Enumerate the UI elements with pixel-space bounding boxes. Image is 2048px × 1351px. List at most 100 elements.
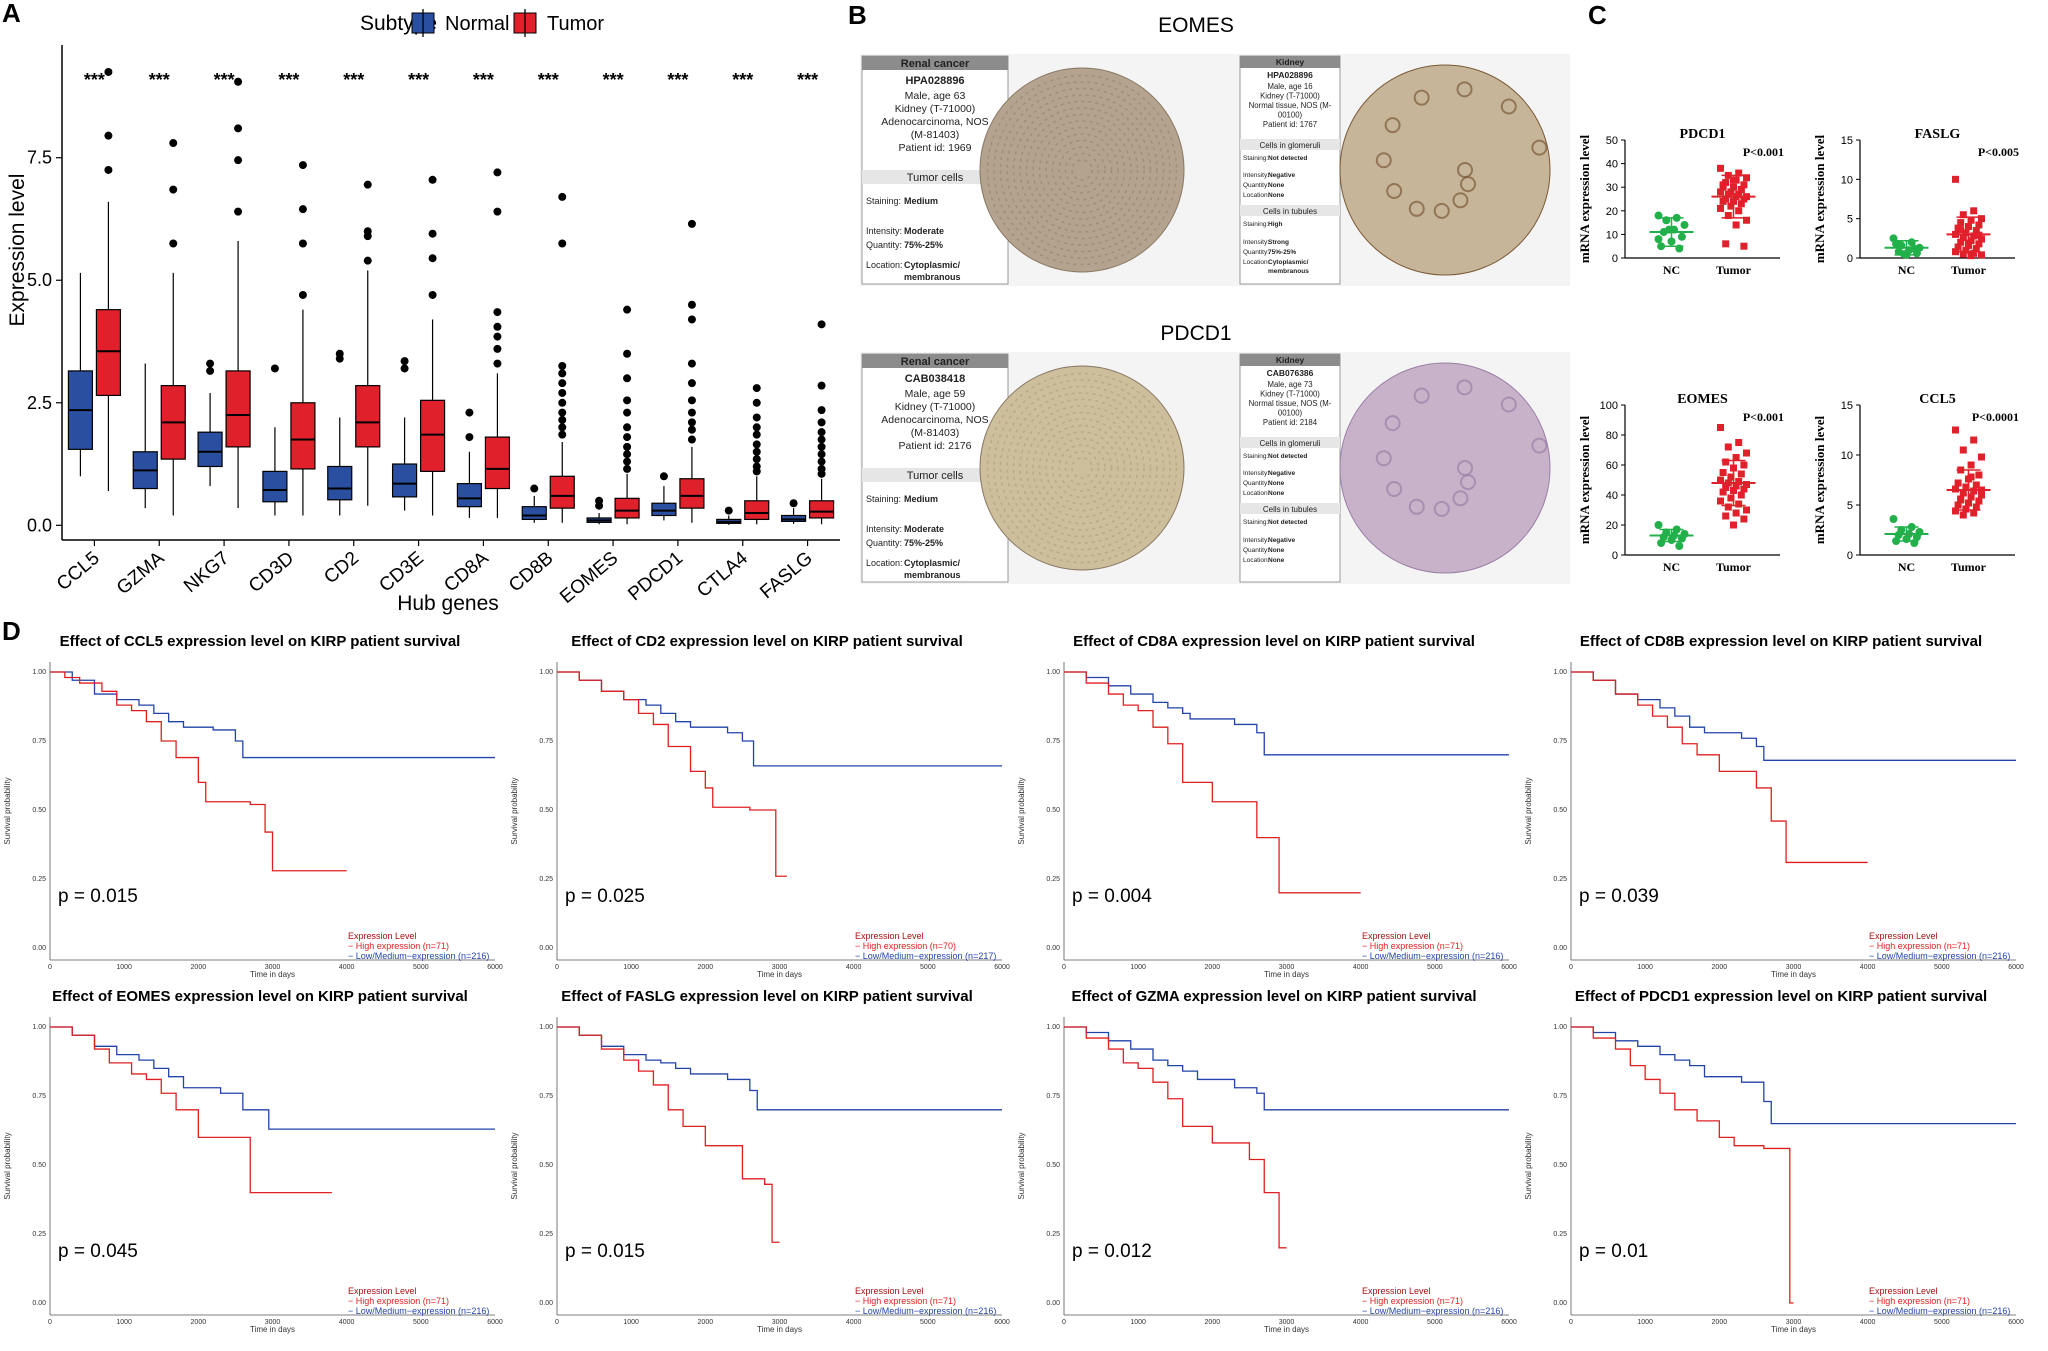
y-tick-label: 40: [1606, 159, 1618, 171]
km-p-value: p = 0.039: [1579, 886, 1659, 907]
glomeruli-row-value: None: [1268, 192, 1285, 199]
y-tick-label: 15: [1841, 400, 1853, 412]
tumor-point: [1975, 497, 1983, 505]
tubules-label: Cells in tubules: [1263, 207, 1317, 216]
km-curve-high: [1064, 671, 1361, 894]
tumor-outlier: [817, 457, 826, 466]
tumor-box: [225, 370, 251, 448]
tumor-point: [1978, 251, 1985, 259]
km-x-tick-label: 2000: [698, 1319, 714, 1326]
tumor-row-value: Cytoplasmic/: [904, 260, 961, 270]
y-tick-label: 7.5: [27, 148, 52, 168]
tubule-structure: [1452, 490, 1469, 507]
km-y-label: Survival probability: [1524, 1132, 1533, 1199]
km-x-tick-label: 4000: [339, 1319, 355, 1326]
tissue-texture: [1006, 392, 1158, 544]
km-y-label: Survival probability: [1017, 1132, 1026, 1199]
tumor-outlier: [234, 124, 243, 133]
km-x-tick-label: 0: [1062, 1319, 1066, 1326]
tumor-outlier: [623, 349, 632, 358]
km-legend-title: Expression Level: [1362, 1286, 1431, 1296]
tubule-structure: [1386, 480, 1403, 497]
km-legend-title: Expression Level: [855, 1286, 924, 1296]
tumor-point: [1970, 207, 1978, 215]
tumor-outlier: [687, 359, 696, 368]
tissue-texture: [993, 81, 1171, 259]
x-tick-label: CD2: [320, 548, 363, 589]
tumor-row-key: Intensity:: [866, 226, 902, 236]
panel-label-a: A: [2, 0, 21, 28]
tumor-point: [1952, 426, 1959, 434]
x-tick-label: CCL5: [53, 548, 104, 595]
nc-point: [1680, 220, 1689, 229]
tumor-outlier: [817, 435, 826, 444]
tissue-texture: [1045, 431, 1119, 505]
tumor-outlier: [817, 406, 826, 415]
tumor-point: [1735, 439, 1743, 446]
tubules-row-value: None: [1268, 557, 1285, 564]
km-x-tick-label: 4000: [846, 964, 862, 971]
tumor-outlier: [558, 398, 567, 407]
gene-group-cd2: *** CD2: [320, 70, 381, 589]
km-curve-high: [557, 671, 787, 877]
tumor-row-value: Moderate: [904, 226, 944, 236]
km-y-tick-label: 0.75: [1046, 738, 1060, 745]
tubule-structure: [1384, 415, 1401, 432]
normal-info-header: [1240, 56, 1340, 68]
km-y-tick-label: 0.00: [1553, 945, 1567, 952]
x-tick-label: FASLG: [756, 548, 816, 603]
tumor-point: [1959, 250, 1967, 258]
glomeruli-row-key: Quantity:: [1243, 480, 1269, 487]
tumor-point: [1737, 200, 1745, 208]
tumor-point: [1732, 509, 1740, 517]
tumor-info-line: Male, age 63: [905, 90, 966, 102]
km-legend-low: − Low/Medium−expression (n=217): [855, 951, 996, 961]
tumor-box: [808, 500, 835, 519]
km-curve-high: [50, 671, 347, 872]
km-legend-low: − Low/Medium−expression (n=216): [855, 1306, 996, 1316]
normal-box: [197, 431, 223, 468]
km-x-tick-label: 5000: [1427, 1319, 1443, 1326]
tumor-outlier: [752, 440, 761, 449]
tumor-outlier: [234, 156, 243, 165]
tumor-row-key: Location:: [866, 558, 903, 568]
x-tick-label: CD3E: [375, 548, 427, 597]
y-tick-label: 0: [1612, 550, 1618, 562]
km-x-tick-label: 6000: [994, 964, 1010, 971]
scatter-x-label: NC: [1898, 560, 1915, 574]
tumor-outlier: [104, 165, 113, 174]
tubule-structure: [1452, 192, 1469, 209]
tumor-outlier: [687, 396, 696, 405]
significance-mark: ***: [732, 70, 753, 90]
tubule-structure: [1500, 98, 1517, 115]
km-plot-ccl5: Effect of CCL5 expression level on KIRP …: [3, 633, 503, 979]
km-legend-title: Expression Level: [855, 931, 924, 941]
km-legend-low: − Low/Medium−expression (n=216): [1869, 951, 2010, 961]
normal-outlier: [206, 359, 215, 368]
tumor-point: [1972, 481, 1980, 489]
normal-info-line: Normal tissue, NOS (M-: [1249, 101, 1332, 110]
y-tick-label: 5.0: [27, 270, 52, 290]
tumor-point: [1740, 195, 1748, 203]
km-x-tick-label: 1000: [1637, 1319, 1653, 1326]
ihc-title-eomes: EOMES: [1158, 14, 1234, 37]
glomeruli-header: [1240, 139, 1340, 150]
significance-mark: ***: [538, 70, 559, 90]
km-plot-cd8b: Effect of CD8B expression level on KIRP …: [1524, 633, 2024, 979]
tumor-point: [1975, 221, 1983, 229]
tumor-point: [1952, 175, 1959, 183]
tumor-box: [95, 309, 122, 397]
km-x-tick-label: 0: [48, 1319, 52, 1326]
tissue-texture: [1019, 405, 1145, 531]
tissue-texture: [1058, 444, 1106, 492]
glomeruli-label: Cells in glomeruli: [1260, 141, 1321, 150]
tumor-outlier: [104, 131, 113, 140]
tissue-texture: [1025, 113, 1139, 227]
km-title: Effect of CCL5 expression level on KIRP …: [60, 633, 461, 650]
tumor-point: [1722, 512, 1730, 520]
tumor-info-line: (M-81403): [911, 427, 959, 439]
gene-group-ccl5: *** CCL5: [53, 67, 122, 595]
km-plot-pdcd1: Effect of PDCD1 expression level on KIRP…: [1524, 988, 2024, 1334]
km-x-tick-label: 1000: [1130, 964, 1146, 971]
tubules-row-key: Staining:: [1243, 221, 1268, 228]
